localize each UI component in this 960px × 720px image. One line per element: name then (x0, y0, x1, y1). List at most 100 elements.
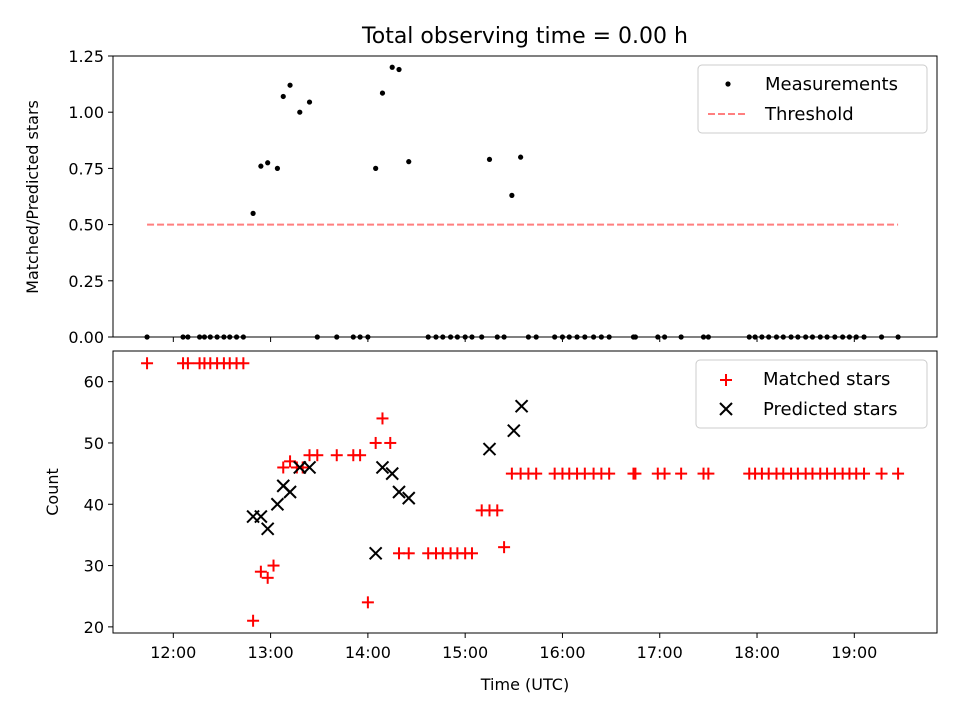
top-ytick-label: 0.25 (68, 272, 104, 291)
top-y-axis-label: Matched/Predicted stars (23, 100, 42, 294)
measurement-point (373, 165, 379, 171)
matched-stars-point (311, 449, 324, 462)
bottom-xtick-label: 14:00 (345, 643, 391, 662)
bottom-xtick-label: 17:00 (637, 643, 683, 662)
legend-matched-label: Matched stars (763, 369, 890, 390)
predicted-stars-point (293, 460, 307, 475)
top-ytick-label: 0.00 (68, 328, 104, 347)
bottom-xtick-label: 13:00 (248, 643, 294, 662)
bottom-panel: 20 30 40 50 60 12:00 13:00 14:00 15:00 16:00 17:0… (43, 350, 938, 694)
matched-stars-point (658, 467, 671, 480)
predicted-stars-point (270, 497, 285, 511)
predicted-stars-point (514, 399, 529, 413)
chart-title: Total observing time = 0.00 h (361, 24, 688, 49)
matched-stars-point (603, 467, 616, 480)
top-legend-box (697, 64, 928, 134)
legend-predicted-marker (719, 402, 733, 416)
matched-stars-point (267, 559, 280, 572)
matched-stars-point (330, 449, 343, 462)
top-ytick-label: 1.00 (68, 103, 104, 122)
top-y-ticks: 0.00 0.25 0.50 0.75 1.00 1.25 (68, 47, 113, 347)
matched-stars-point (384, 436, 397, 449)
bottom-ytick-label: 50 (84, 434, 104, 453)
matched-stars-point (354, 449, 367, 462)
bottom-y-axis-label: Count (43, 468, 62, 516)
bottom-ytick-label: 20 (84, 618, 104, 637)
bottom-axes-frame (112, 350, 938, 634)
bottom-xtick-label: 19:00 (831, 643, 877, 662)
top-ytick-label: 0.75 (68, 159, 104, 178)
matched-stars-point (369, 436, 382, 449)
matched-stars-point (277, 461, 290, 474)
predicted-stars-point (283, 485, 297, 499)
bottom-x-ticks: 12:00 13:00 14:00 15:00 16:00 17:00 18:00 19:00 (150, 633, 877, 662)
measurement-point (379, 90, 386, 96)
top-ytick-label: 1.25 (68, 47, 104, 66)
matched-stars-point (237, 357, 250, 370)
matched-stars-point (892, 467, 905, 480)
bottom-ytick-label: 60 (84, 373, 104, 392)
measurement-point (297, 109, 303, 115)
predicted-stars-point (385, 466, 399, 481)
matched-stars-point (498, 541, 511, 554)
measurement-point (396, 66, 402, 73)
matched-stars-point (141, 357, 154, 370)
measurement-point (306, 99, 313, 105)
top-ytick-label: 0.50 (68, 216, 104, 235)
bottom-xtick-label: 16:00 (539, 643, 585, 662)
measurement-point (406, 159, 412, 165)
matched-stars-point (376, 412, 389, 425)
top-plot-area (144, 64, 901, 340)
measurement-point (509, 192, 515, 198)
matched-stars-point (247, 614, 260, 627)
matched-stars-point (181, 357, 194, 370)
top-axes-frame (112, 55, 938, 338)
measurement-point (274, 165, 281, 171)
predicted-stars-point (368, 546, 383, 561)
matched-stars-point (702, 467, 715, 480)
measurement-point (265, 160, 271, 166)
matched-stars-point (629, 467, 642, 480)
predicted-stars-point (507, 423, 521, 438)
bottom-legend-box (695, 359, 928, 429)
measurement-point (518, 154, 524, 160)
bottom-xtick-label: 12:00 (150, 643, 196, 662)
bottom-ytick-label: 40 (84, 495, 104, 514)
x-axis-label: Time (UTC) (480, 675, 569, 694)
legend-threshold-label: Threshold (764, 104, 854, 125)
top-x-ticks (172, 337, 855, 342)
matched-stars-point (402, 547, 415, 560)
bottom-plot-area (141, 357, 905, 627)
legend-matched-marker (720, 374, 732, 386)
matched-stars-point (254, 565, 267, 578)
matched-stars-point (858, 467, 871, 480)
top-legend: Measurements Threshold (697, 64, 928, 134)
predicted-stars-point (482, 442, 497, 456)
predicted-stars-point (260, 522, 275, 536)
matched-stars-point (491, 504, 504, 517)
measurement-point (389, 64, 395, 70)
bottom-y-ticks: 20 30 40 50 60 (84, 373, 113, 637)
legend-measurements-marker (725, 81, 731, 87)
legend-predicted-label: Predicted stars (763, 399, 897, 420)
top-panel: Total observing time = 0.00 h 0.000.250.… (23, 24, 938, 347)
predicted-stars-point (302, 460, 317, 475)
matched-stars-point (261, 571, 274, 584)
predicted-stars-point (375, 460, 390, 475)
measurement-point (287, 82, 293, 88)
bottom-ytick-label: 30 (84, 557, 104, 576)
matched-stars-point (361, 596, 374, 609)
measurement-point (258, 163, 264, 169)
legend-measurements-label: Measurements (765, 74, 898, 95)
measurement-point (250, 210, 256, 216)
matched-stars-point (675, 467, 688, 480)
bottom-xtick-label: 18:00 (734, 643, 780, 662)
matched-stars-point (465, 547, 478, 560)
bottom-xtick-label: 15:00 (442, 643, 488, 662)
measurement-point (280, 93, 286, 100)
matched-stars-point (530, 467, 543, 480)
bottom-legend: Matched stars Predicted stars (695, 359, 928, 429)
predicted-stars-point (392, 485, 406, 499)
predicted-stars-point (402, 491, 416, 505)
